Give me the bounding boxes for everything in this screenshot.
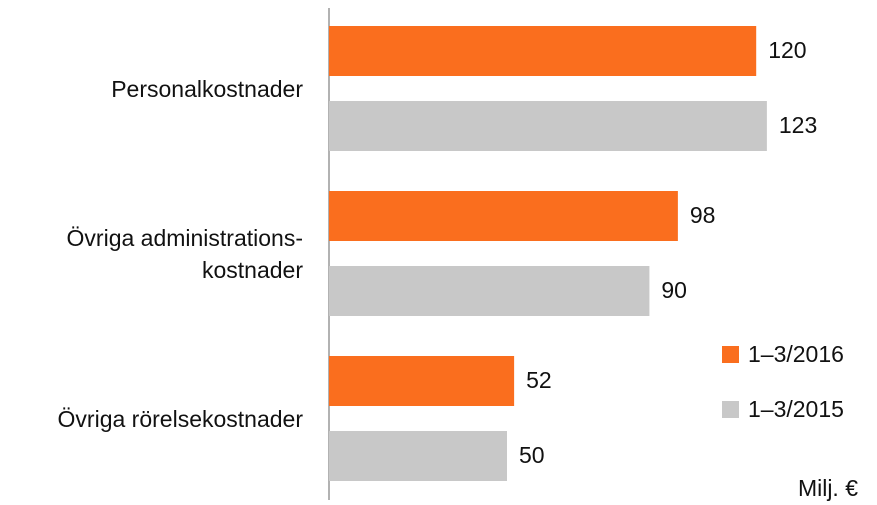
bar [329,356,515,406]
category-label: Personalkostnader [111,75,303,102]
value-label: 52 [526,367,552,393]
value-label: 120 [768,37,806,63]
legend-label: 1–3/2015 [748,396,844,422]
value-label: 50 [519,442,545,468]
bar [329,26,757,76]
bar [329,431,507,481]
value-label: 123 [779,112,817,138]
category-label: Övriga administrations- kostnader [66,224,303,283]
value-label: 98 [690,202,716,228]
unit-label: Milj. € [798,475,858,501]
bar [329,191,678,241]
legend-swatch [722,401,739,418]
category-label: Övriga rörelsekostnader [57,405,303,432]
legend-swatch [722,346,739,363]
bar [329,266,650,316]
bar [329,101,767,151]
legend-label: 1–3/2016 [748,341,844,367]
value-label: 90 [661,277,687,303]
